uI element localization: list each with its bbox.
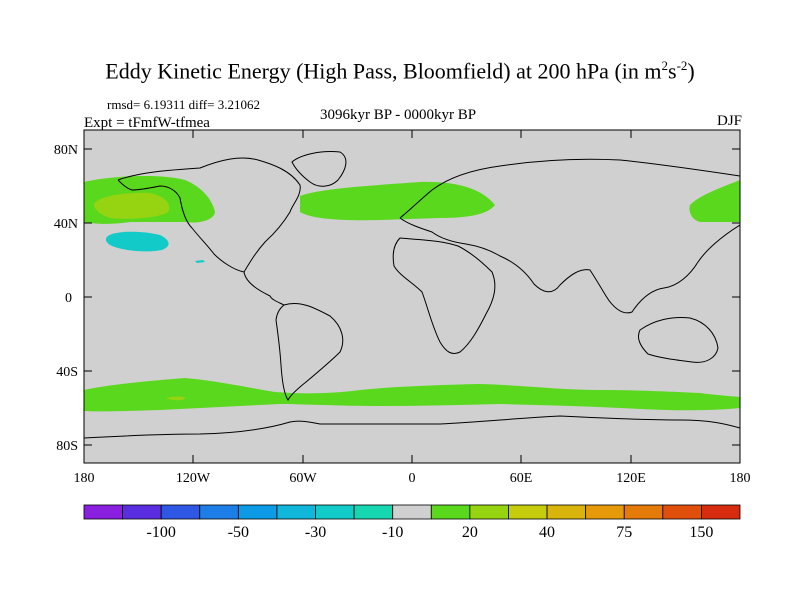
colorbar-swatch [392,504,432,520]
lat-label-40s: 40S [56,365,78,380]
lat-label-80n: 80N [54,143,78,158]
experiment-label: Expt = tFmfW-tfmea [84,115,210,131]
colorbar-swatch [585,504,625,520]
colorbar-swatch [623,504,664,520]
coast-antarctica [84,415,740,439]
colorbar-swatch [199,504,239,520]
colorbar-labels: -100 -50 -30 -10 20 40 75 150 [147,524,714,541]
colorbar-label: 20 [462,524,478,541]
anomaly-southern-core [166,396,186,401]
colorbar-label: -50 [228,524,249,541]
colorbar-swatch [122,504,162,520]
anomaly-hawaii-negative [195,260,205,263]
colorbar-label: -100 [147,524,176,541]
colorbar-swatch [276,504,316,520]
lat-label-80s: 80S [56,439,78,454]
colorbar-swatch [83,504,123,520]
lon-label-120e: 120E [616,471,646,486]
colorbar-swatch [469,504,509,520]
coast-eurasia [399,158,740,314]
axis-ticks [84,130,740,463]
colorbar-label: -30 [305,524,326,541]
colorbar-swatch [160,504,201,520]
lon-label-60w: 60W [289,471,317,486]
season-label: DJF [716,113,742,129]
lon-label-180w: 180 [74,471,95,486]
colorbar-label: 150 [689,524,713,541]
lon-label-120w: 120W [176,471,211,486]
colorbar-swatch [315,504,355,520]
lat-label-40n: 40N [54,217,78,232]
lon-label-180e: 180 [730,471,751,486]
coast-north-america [117,157,301,306]
coastlines [84,151,740,439]
coast-greenland [291,151,347,187]
coast-south-america [275,302,344,401]
colorbar-label: 75 [616,524,632,541]
lat-label-0: 0 [65,291,72,306]
colorbar-swatch [662,504,702,520]
coast-australia [637,317,719,363]
anomaly-north-atlantic [300,181,495,221]
anomaly-west-pacific [689,180,740,222]
colorbar-swatch [701,504,741,520]
anomaly-north-pacific-core [94,192,170,219]
lon-label-0: 0 [409,471,416,486]
colorbar-swatch [353,504,394,520]
coast-africa [392,237,496,355]
colorbar-label: -10 [382,524,403,541]
colorbar-swatch [430,504,471,520]
colorbar [83,504,741,520]
lon-label-60e: 60E [510,471,533,486]
plot-title: Eddy Kinetic Energy (High Pass, Bloomfie… [105,58,695,84]
colorbar-swatch [237,504,278,520]
anomaly-southern-ocean [84,378,740,412]
colorbar-swatch [546,504,587,520]
stats-text: rmsd= 6.19311 diff= 3.21062 [107,97,260,112]
period-label: 3096kyr BP - 0000kyr BP [320,107,477,123]
colorbar-label: 40 [539,524,555,541]
anomaly-east-pacific-negative [105,231,169,252]
colorbar-swatch [508,504,548,520]
